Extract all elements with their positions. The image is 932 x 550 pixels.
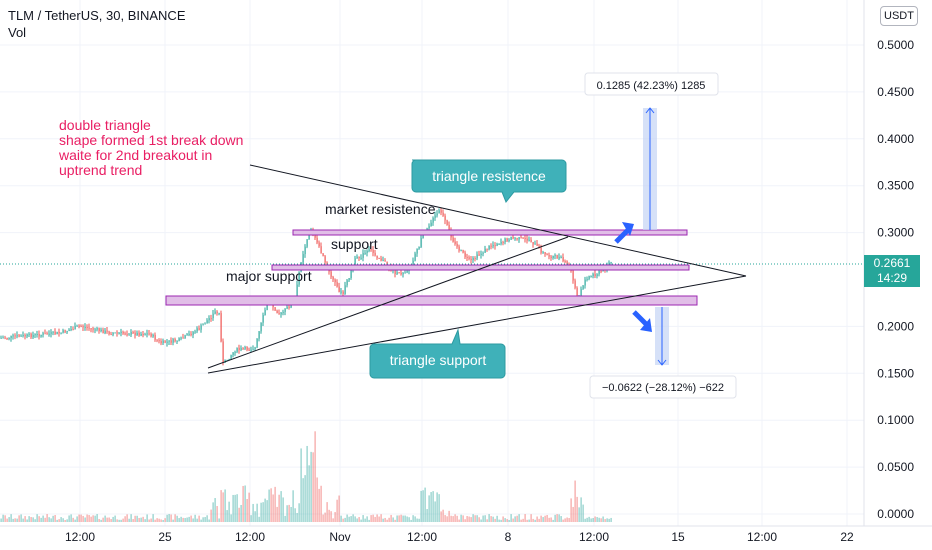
time-tick-label: 22 [840, 530, 854, 544]
price-tick-label: 0.4500 [877, 85, 914, 99]
major-support-zone[interactable] [165, 295, 698, 306]
price-tick-label: 0.0000 [877, 507, 914, 521]
major-support-label[interactable]: major support [226, 268, 312, 284]
price-tick-label: 0.3500 [877, 179, 914, 193]
chart-grid [0, 0, 864, 526]
time-tick-label: 12:00 [407, 530, 437, 544]
time-tick-label: 12:00 [65, 530, 95, 544]
triangle-resistance-callout[interactable]: triangle resistence [411, 159, 567, 203]
triangle-lines[interactable] [207, 164, 747, 374]
note-line-2: shape formed 1st break down [59, 132, 243, 148]
lower-measure-box[interactable] [655, 307, 669, 366]
triangle-support-label: triangle support [390, 352, 487, 368]
up-arrow-icon [614, 222, 634, 244]
bar-countdown: 14:29 [876, 271, 908, 285]
time-tick-label: Nov [329, 530, 350, 544]
volume-bars [0, 431, 612, 522]
price-tick-label: 0.1500 [877, 366, 914, 380]
support-label[interactable]: support [331, 236, 378, 252]
last-price-value: 0.2661 [873, 256, 911, 270]
time-tick-label: 15 [671, 530, 685, 544]
price-tick-label: 0.3000 [877, 226, 914, 240]
svg-text:0.1285 (42.23%) 1285: 0.1285 (42.23%) 1285 [597, 80, 706, 92]
triangle-resistance-label: triangle resistence [432, 168, 546, 184]
time-tick-label: 25 [158, 530, 172, 544]
price-tick-label: 0.2000 [877, 319, 914, 333]
time-tick-label: 12:00 [579, 530, 609, 544]
price-tick-label: 0.1000 [877, 413, 914, 427]
price-tick-label: 0.4000 [877, 132, 914, 146]
market-resistance-label[interactable]: market resistence [325, 201, 436, 217]
chart-header: TLM / TetherUS, 30, BINANCE Vol [8, 8, 186, 40]
down-arrow-icon [632, 310, 652, 332]
time-tick-label: 8 [505, 530, 512, 544]
price-tick-label: 0.0500 [877, 460, 914, 474]
triangle-support-callout[interactable]: triangle support [369, 328, 506, 379]
symbol-title: TLM / TetherUS, 30, BINANCE [8, 8, 186, 23]
currency-button[interactable]: USDT [880, 6, 918, 26]
volume-label: Vol [8, 25, 27, 40]
last-price-tag: 0.2661 14:29 [864, 255, 920, 287]
lower-measure-label: −0.0622 (−28.12%) −622 [589, 375, 737, 399]
upper-measure-label: 0.1285 (42.23%) 1285 [584, 72, 719, 96]
time-axis[interactable]: 12:00 25 12:00 Nov 12:00 8 12:00 15 12:00 22 [0, 525, 932, 544]
price-tick-label: 0.5000 [877, 38, 914, 52]
svg-text:−0.0622 (−28.12%) −622: −0.0622 (−28.12%) −622 [602, 382, 724, 394]
note-line-1: double triangle [59, 117, 151, 133]
note-line-4: uptrend trend [59, 162, 142, 178]
note-line-3: waite for 2nd breakout in [58, 147, 212, 163]
support-zone[interactable] [271, 264, 690, 271]
upper-measure-box[interactable] [643, 107, 657, 230]
time-tick-label: 12:00 [235, 530, 265, 544]
time-tick-label: 12:00 [747, 530, 777, 544]
analysis-note[interactable]: double triangle shape formed 1st break d… [58, 117, 243, 178]
market-resistance-zone[interactable] [292, 229, 688, 236]
